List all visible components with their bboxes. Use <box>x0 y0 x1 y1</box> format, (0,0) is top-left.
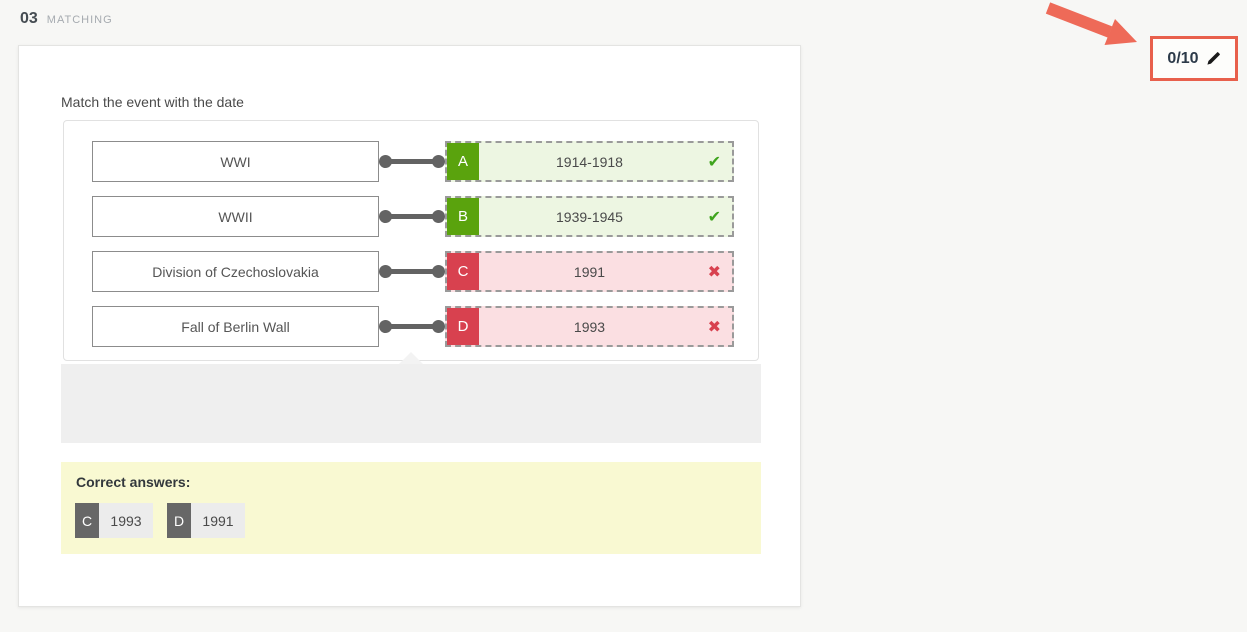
answer-option[interactable]: C 1991 ✖ <box>445 251 734 292</box>
option-value: 1991 <box>573 263 606 280</box>
option-value: 1914-1918 <box>556 153 623 170</box>
match-row: WWII B 1939-1945 ✔ <box>92 196 758 237</box>
option-value: 1939-1945 <box>556 208 623 225</box>
event-box: WWI <box>92 141 379 182</box>
option-value: 1993 <box>573 318 606 335</box>
annotation-arrow-icon <box>1045 2 1137 45</box>
check-icon: ✔ <box>707 208 721 226</box>
event-label: Division of Czechoslovakia <box>152 263 319 280</box>
cross-icon: ✖ <box>707 318 721 336</box>
connector-line-icon <box>379 141 445 182</box>
event-label: Fall of Berlin Wall <box>181 318 290 335</box>
correct-answers-label: Correct answers: <box>76 474 191 490</box>
question-card: Match the event with the date WWI A 1914… <box>18 45 801 607</box>
correct-answers-chips: C 1993 D 1991 <box>75 503 245 538</box>
chip-value: 1993 <box>99 503 153 538</box>
question-number: 03 <box>20 10 38 27</box>
pencil-icon <box>1206 52 1220 65</box>
event-label: WWI <box>220 153 251 170</box>
check-icon: ✔ <box>707 153 721 171</box>
correct-answers-panel: Correct answers: C 1993 D 1991 <box>61 462 761 554</box>
chip-letter-badge: D <box>167 503 191 538</box>
score-value: 0/10 <box>1167 49 1199 67</box>
option-letter-badge: D <box>447 308 479 345</box>
question-type-label: MATCHING <box>46 14 113 26</box>
chip-value: 1991 <box>191 503 245 538</box>
event-box: WWII <box>92 196 379 237</box>
match-row: WWI A 1914-1918 ✔ <box>92 141 758 182</box>
option-letter-badge: A <box>447 143 479 180</box>
correct-answer-chip: C 1993 <box>75 503 153 538</box>
connector-line-icon <box>379 306 445 347</box>
option-letter-badge: B <box>447 198 479 235</box>
match-row: Division of Czechoslovakia C 1991 ✖ <box>92 251 758 292</box>
matching-area: WWI A 1914-1918 ✔ WWII B 1939-1945 ✔ <box>63 120 759 361</box>
options-drop-zone[interactable] <box>61 364 761 443</box>
score-badge[interactable]: 0/10 <box>1150 36 1238 81</box>
correct-answer-chip: D 1991 <box>167 503 245 538</box>
match-row: Fall of Berlin Wall D 1993 ✖ <box>92 306 758 347</box>
event-box: Fall of Berlin Wall <box>92 306 379 347</box>
cross-icon: ✖ <box>707 263 721 281</box>
answer-option[interactable]: D 1993 ✖ <box>445 306 734 347</box>
question-header: 03 MATCHING <box>20 10 113 28</box>
caret-up-icon <box>399 352 423 364</box>
answer-option[interactable]: B 1939-1945 ✔ <box>445 196 734 237</box>
connector-line-icon <box>379 196 445 237</box>
event-box: Division of Czechoslovakia <box>92 251 379 292</box>
answer-option[interactable]: A 1914-1918 ✔ <box>445 141 734 182</box>
question-prompt: Match the event with the date <box>61 94 244 110</box>
chip-letter-badge: C <box>75 503 99 538</box>
event-label: WWII <box>218 208 253 225</box>
connector-line-icon <box>379 251 445 292</box>
option-letter-badge: C <box>447 253 479 290</box>
